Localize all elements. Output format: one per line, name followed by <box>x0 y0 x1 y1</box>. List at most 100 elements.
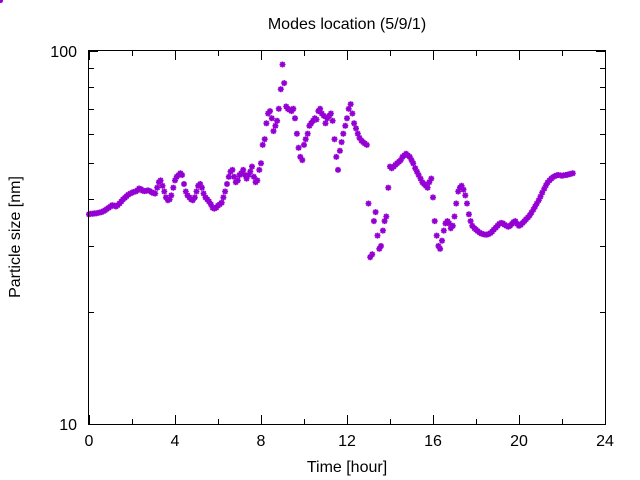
x-tick-label: 0 <box>85 433 94 450</box>
data-point <box>458 182 465 189</box>
data-point <box>446 220 453 227</box>
data-point <box>254 177 261 184</box>
x-tick-label: 16 <box>424 433 442 450</box>
x-tick-label: 20 <box>510 433 528 450</box>
data-point <box>152 190 159 197</box>
data-point <box>243 175 250 182</box>
data-point <box>428 175 435 182</box>
data-point <box>415 172 422 178</box>
data-points <box>0 0 576 261</box>
axis-tick-labels: 0 4 8 12 16 20 24 10 100 <box>50 44 614 450</box>
data-point <box>342 122 349 129</box>
data-point <box>464 200 470 207</box>
data-point <box>363 141 370 148</box>
data-point <box>293 130 300 137</box>
data-point <box>370 218 377 225</box>
data-point <box>381 218 388 225</box>
data-point <box>533 200 540 207</box>
data-point <box>345 105 352 112</box>
data-point <box>198 184 205 191</box>
data-point <box>365 200 372 207</box>
data-point <box>247 168 254 175</box>
data-point <box>225 173 232 180</box>
data-point <box>222 188 229 195</box>
data-point <box>397 157 404 164</box>
x-tick-label: 12 <box>338 433 356 450</box>
data-point <box>327 110 334 117</box>
data-point <box>354 130 361 137</box>
data-point <box>290 105 297 112</box>
plot-frame <box>88 50 606 425</box>
data-point <box>224 181 230 187</box>
data-point <box>431 218 438 225</box>
data-point <box>245 172 252 178</box>
data-point <box>270 128 277 135</box>
data-point <box>344 115 350 122</box>
data-point <box>295 144 302 151</box>
data-point <box>191 194 198 201</box>
data-point <box>317 105 324 112</box>
data-point <box>322 120 329 127</box>
data-point <box>331 136 338 143</box>
data-point <box>379 227 386 234</box>
data-point <box>406 153 413 160</box>
data-point <box>410 160 417 167</box>
data-point <box>569 170 576 177</box>
data-point <box>277 86 284 93</box>
data-point <box>302 136 309 143</box>
data-point <box>460 186 467 193</box>
data-point <box>424 184 431 191</box>
data-point <box>383 213 390 220</box>
data-point <box>258 160 264 167</box>
data-point <box>159 182 166 189</box>
data-point <box>369 251 376 258</box>
data-point <box>542 182 549 189</box>
data-point <box>347 101 354 108</box>
data-point <box>157 177 164 184</box>
data-point <box>301 141 307 148</box>
data-point <box>413 168 420 175</box>
data-point <box>161 188 168 195</box>
data-point <box>532 203 539 210</box>
data-point <box>430 194 436 201</box>
data-point <box>440 227 447 234</box>
data-point <box>433 232 440 239</box>
data-point <box>179 172 186 178</box>
data-point <box>168 192 175 199</box>
data-point <box>181 181 187 187</box>
y-tick-label: 100 <box>50 44 77 61</box>
data-point <box>279 61 286 68</box>
data-point <box>200 190 207 197</box>
data-point <box>268 115 275 122</box>
chart-title: Modes location (5/9/1) <box>268 16 426 33</box>
data-point <box>241 172 248 178</box>
data-point <box>462 192 469 199</box>
data-point <box>172 177 178 184</box>
data-point <box>304 130 311 137</box>
data-point <box>154 184 161 191</box>
data-point <box>338 139 345 146</box>
data-point <box>530 206 537 213</box>
x-axis-label: Time [hour] <box>307 459 387 476</box>
data-point <box>412 165 419 172</box>
data-point <box>182 188 189 195</box>
data-point <box>453 200 460 207</box>
data-point <box>467 218 474 225</box>
data-point <box>336 147 343 154</box>
data-point <box>197 181 204 187</box>
data-point <box>417 175 424 182</box>
data-point <box>541 185 548 192</box>
data-point <box>259 141 266 148</box>
data-point <box>272 122 279 129</box>
data-point <box>333 153 340 160</box>
data-point <box>455 188 462 195</box>
data-point <box>374 232 381 239</box>
data-point <box>299 157 306 164</box>
data-point <box>207 201 214 208</box>
x-tick-label: 24 <box>596 433 614 450</box>
data-point <box>275 105 282 112</box>
data-point <box>267 108 273 115</box>
data-point <box>439 237 445 244</box>
data-point <box>539 189 546 196</box>
